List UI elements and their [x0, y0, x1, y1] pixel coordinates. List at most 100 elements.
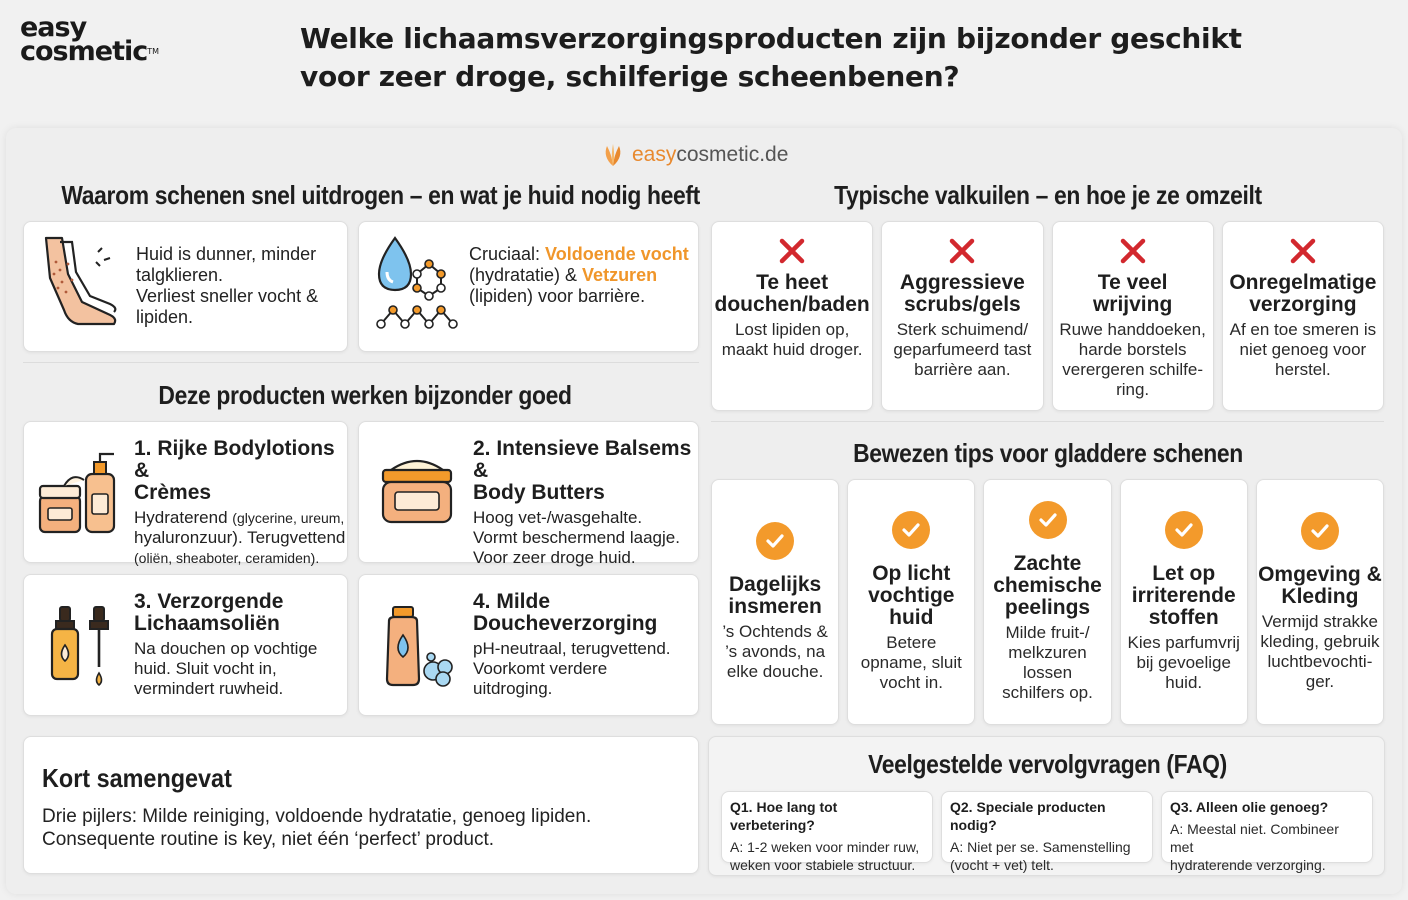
product-card-shower: 4. Milde Doucheverzorging pH-neutraal, t… [358, 574, 699, 716]
product-body: vermindert ruwheid. [134, 679, 284, 698]
tip-body: vocht in. [879, 673, 943, 692]
cross-icon [1118, 236, 1148, 266]
pitfall-title: verzorging [1249, 293, 1357, 316]
tip-body: huid. [1165, 673, 1203, 692]
tip-card: Zachte chemische peelings Milde fruit-/melk… [983, 479, 1112, 725]
cross-icon [777, 236, 807, 266]
balm-jar-icon [377, 456, 457, 526]
tip-body: Vermijd strakke [1261, 612, 1379, 631]
tip-title: Dagelijks [728, 573, 822, 596]
oil-bottles-icon [50, 605, 114, 689]
pitfall-body: maakt huid droger. [721, 340, 863, 359]
faq-question: Q1. Hoe lang tot verbetering? [730, 799, 838, 833]
summary-text: Consequente routine is key, niet één ‘pe… [42, 829, 495, 850]
divider [711, 421, 1384, 422]
divider [23, 362, 699, 363]
product-body: (glycerine, ureum, [232, 510, 345, 526]
product-title: Body Butters [473, 481, 605, 504]
pitfall-body: geparfumeerd tast [893, 340, 1032, 359]
product-body: Vormt beschermend laagje. [473, 528, 680, 547]
tip-card: Omgeving & Kleding Vermijd strakke kleding,… [1255, 479, 1385, 725]
tip-title: Kleding [1281, 585, 1359, 608]
page-title-line2: voor zeer droge, schilferige scheenbenen… [300, 60, 960, 93]
product-title: Doucheverzorging [473, 612, 658, 635]
tips-heading: Bewezen tips voor gladdere schenen [853, 438, 1243, 468]
product-body: Voorkomt verdere [473, 659, 608, 678]
pitfall-card: Aggressieve scrubs/gels Sterk schuimend/ge… [881, 221, 1044, 411]
check-icon [1164, 511, 1203, 549]
tip-body: bij gevoelige [1136, 653, 1231, 672]
product-body: pH-neutraal, terugvettend. [473, 639, 671, 658]
check-icon [1300, 512, 1339, 550]
product-card-lotions: 1. Rijke Bodylotions & Crèmes Hydrateren… [23, 421, 348, 566]
droplet-molecule-icon [373, 234, 459, 330]
pitfall-body: Af en toe smeren is [1229, 320, 1377, 339]
legs-icon [38, 234, 124, 330]
product-body: hyaluronzuur). Terugvettend [134, 528, 346, 547]
tips-row: Dagelijks insmeren ’s Ochtends &’s avonds,… [711, 479, 1385, 725]
product-title: 3. Verzorgende [134, 590, 284, 613]
summary-text: Drie pijlers: Milde reiniging, voldoende… [42, 806, 592, 827]
logo-tm: TM [147, 47, 160, 56]
tip-body: ger. [1305, 672, 1335, 691]
why-card1-text: talgklieren. [136, 265, 224, 285]
pitfall-body: Ruwe handdoeken, [1059, 320, 1206, 339]
faq-item: Q3. Alleen olie genoeg? A: Meestal niet. … [1161, 791, 1373, 873]
tip-body: Betere [886, 633, 937, 652]
tip-title: Omgeving & [1258, 563, 1382, 586]
why-card-needs: Cruciaal: Voldoende vocht (hydratatie) &… [358, 221, 699, 352]
product-title: Crèmes [134, 481, 212, 504]
pitfall-title: douchen/baden [714, 293, 870, 316]
pitfall-body: herstel. [1275, 360, 1331, 379]
product-title: 1. Rijke Bodylotions & [134, 437, 335, 482]
logo: easy cosmeticTM [20, 12, 190, 68]
pitfall-body: ring. [1116, 380, 1150, 399]
pitfall-title: wrijving [1092, 293, 1173, 316]
pitfall-title: scrubs/gels [904, 293, 1021, 316]
faq-answer: A: Niet per se. Samenstelling [950, 839, 1131, 855]
product-body: Voor zeer droge huid. [473, 548, 636, 567]
tip-title: vochtige [868, 584, 955, 607]
why-card2-highlight: Voldoende vocht [545, 244, 689, 264]
why-card2-text: (lipiden) voor barrière. [469, 286, 646, 306]
check-icon [1028, 501, 1067, 539]
pitfall-title: Aggressieve [899, 271, 1025, 294]
product-card-balms: 2. Intensieve Balsems & Body Butters Hoo… [358, 421, 699, 567]
pitfall-title: Te veel [1097, 271, 1168, 294]
why-heading: Waarom schenen snel uitdrogen – en wat j… [61, 180, 700, 210]
tip-title: stoffen [1148, 606, 1219, 629]
why-card2-text: Cruciaal: [469, 244, 546, 264]
faq-panel: Veelgestelde vervolgvragen (FAQ) Q1. Hoe… [708, 736, 1385, 876]
check-icon [756, 522, 795, 560]
cross-icon [947, 236, 977, 266]
tip-body: elke douche. [726, 662, 824, 681]
faq-question: Q2. Speciale producten nodig? [950, 799, 1106, 833]
why-card1-text: Huid is dunner, minder [136, 244, 317, 264]
tip-title: irriterende [1131, 584, 1236, 607]
tip-title: Op licht [872, 562, 951, 585]
why-card1-text: Verliest sneller vocht & [136, 286, 319, 306]
logo-line2: cosmetic [20, 36, 148, 67]
pitfall-body: Lost lipiden op, [734, 320, 850, 339]
product-title: 4. Milde [473, 590, 551, 613]
page-title-line1: Welke lichaamsverzorgingsproducten zijn … [300, 22, 1242, 55]
pitfalls-row: Te heet douchen/baden Lost lipiden op, maak… [711, 221, 1384, 411]
tip-title: Zachte [1013, 552, 1082, 575]
tip-title: chemische [993, 574, 1102, 597]
summary-heading: Kort samengevat [42, 763, 232, 793]
logo-line1: easy [20, 12, 87, 43]
pitfall-body: barrière aan. [914, 360, 1011, 379]
shower-gel-icon [383, 605, 455, 689]
product-body: Hoog vet-/wasgehalte. [473, 508, 643, 527]
check-icon [892, 511, 931, 549]
summary-card: Kort samengevat Drie pijlers: Milde rein… [23, 736, 699, 874]
faq-question: Q3. Alleen olie genoeg? [1170, 799, 1329, 815]
brand-prefix: easy [632, 143, 677, 166]
leaf-icon [605, 144, 621, 166]
faq-answer: hydraterende verzorging. [1170, 857, 1326, 873]
tip-body: schilfers op. [1002, 683, 1093, 702]
tip-body: lossen [1022, 663, 1073, 682]
tip-title: Let op [1152, 562, 1216, 585]
tip-body: luchtbevochti- [1267, 652, 1373, 671]
faq-item: Q1. Hoe lang tot verbetering? A: 1-2 weke… [721, 791, 933, 873]
